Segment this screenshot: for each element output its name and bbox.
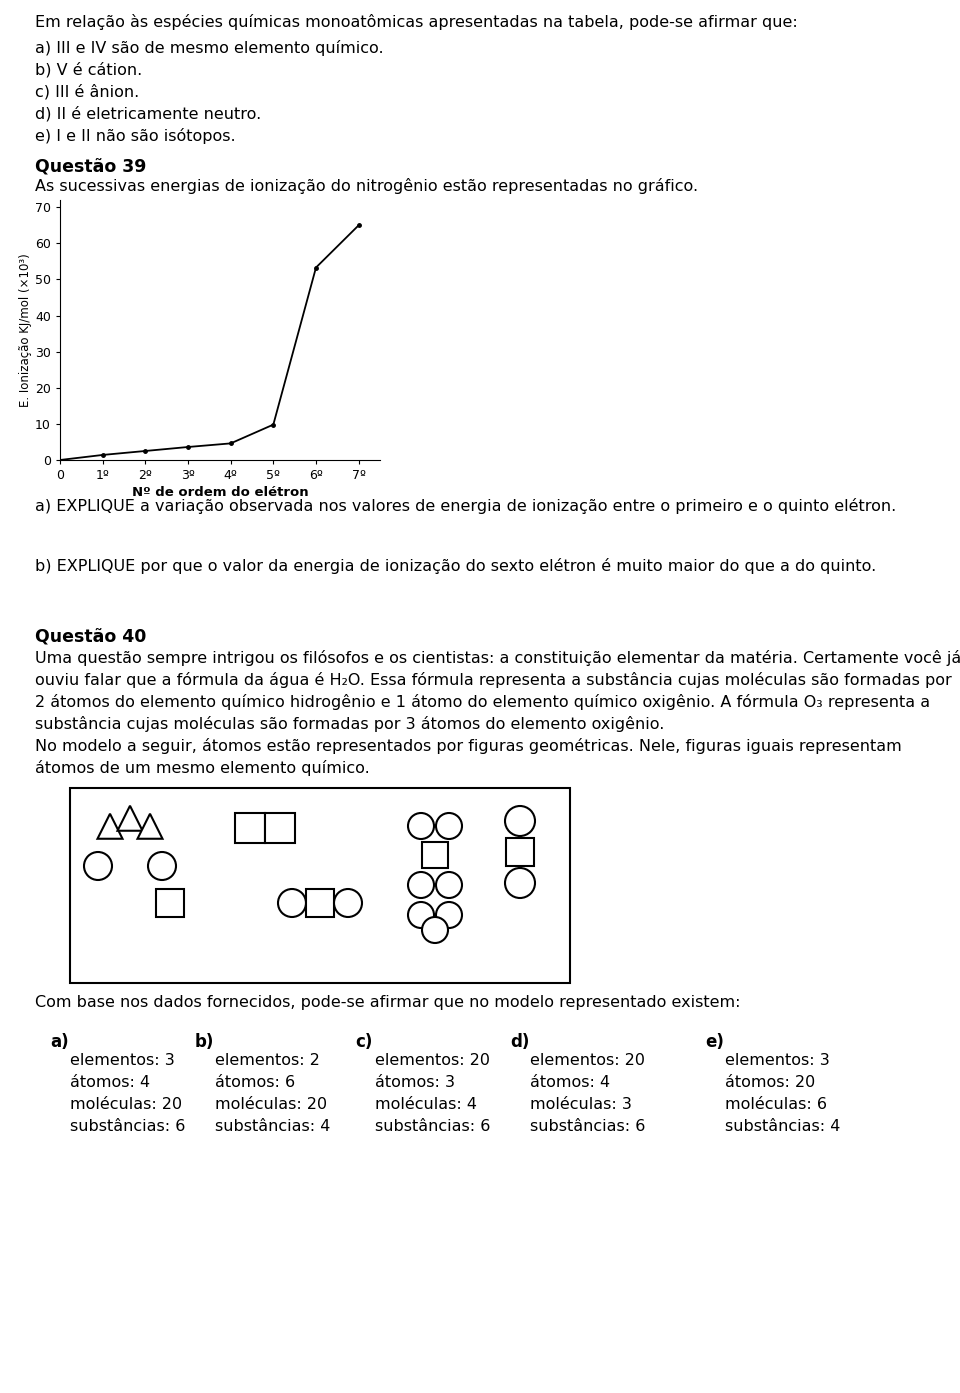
Text: moléculas: 3: moléculas: 3: [530, 1098, 632, 1112]
Text: substâncias: 6: substâncias: 6: [530, 1119, 645, 1134]
Text: elementos: 20: elementos: 20: [530, 1053, 645, 1068]
X-axis label: Nº de ordem do elétron: Nº de ordem do elétron: [132, 486, 308, 499]
Bar: [506, 839, 534, 866]
Circle shape: [278, 889, 306, 917]
Text: Em relação às espécies químicas monoatômicas apresentadas na tabela, pode-se afi: Em relação às espécies químicas monoatôm…: [35, 14, 798, 31]
Circle shape: [436, 814, 462, 839]
Text: No modelo a seguir, átomos estão representados por figuras geométricas. Nele, fi: No modelo a seguir, átomos estão represe…: [35, 738, 901, 754]
Text: elementos: 3: elementos: 3: [70, 1053, 175, 1068]
Text: a) III e IV são de mesmo elemento químico.: a) III e IV são de mesmo elemento químic…: [35, 40, 384, 56]
Y-axis label: E. Ionização KJ/mol (×10³): E. Ionização KJ/mol (×10³): [19, 254, 33, 407]
Text: átomos: 20: átomos: 20: [725, 1075, 815, 1089]
Circle shape: [148, 853, 176, 880]
Circle shape: [505, 868, 535, 898]
Text: a): a): [50, 1034, 68, 1050]
Bar: [156, 889, 184, 917]
Circle shape: [408, 872, 434, 898]
Circle shape: [436, 903, 462, 928]
Text: elementos: 20: elementos: 20: [375, 1053, 490, 1068]
Text: substâncias: 4: substâncias: 4: [215, 1119, 330, 1134]
Text: moléculas: 4: moléculas: 4: [375, 1098, 477, 1112]
Text: moléculas: 6: moléculas: 6: [725, 1098, 827, 1112]
Polygon shape: [117, 805, 142, 830]
Text: substâncias: 6: substâncias: 6: [375, 1119, 491, 1134]
Bar: [306, 889, 334, 917]
Text: Uma questão sempre intrigou os filósofos e os cientistas: a constituição element: Uma questão sempre intrigou os filósofos…: [35, 651, 960, 666]
Text: c): c): [355, 1034, 372, 1050]
Text: moléculas: 20: moléculas: 20: [215, 1098, 327, 1112]
Text: d) II é eletricamente neutro.: d) II é eletricamente neutro.: [35, 106, 261, 121]
Text: elementos: 3: elementos: 3: [725, 1053, 829, 1068]
Text: b): b): [195, 1034, 214, 1050]
Text: ouviu falar que a fórmula da água é H₂O. Essa fórmula representa a substância cu: ouviu falar que a fórmula da água é H₂O.…: [35, 671, 951, 688]
Circle shape: [84, 853, 112, 880]
Text: moléculas: 20: moléculas: 20: [70, 1098, 182, 1112]
Text: Questão 39: Questão 39: [35, 157, 146, 176]
Circle shape: [505, 807, 535, 836]
Text: 2 átomos do elemento químico hidrogênio e 1 átomo do elemento químico oxigênio. : 2 átomos do elemento químico hidrogênio …: [35, 694, 930, 710]
Text: e): e): [705, 1034, 724, 1050]
Text: As sucessivas energias de ionização do nitrogênio estão representadas no gráfico: As sucessivas energias de ionização do n…: [35, 178, 698, 194]
Text: Questão 40: Questão 40: [35, 628, 146, 646]
Text: b) EXPLIQUE por que o valor da energia de ionização do sexto elétron é muito mai: b) EXPLIQUE por que o valor da energia d…: [35, 559, 876, 574]
Text: c) III é ânion.: c) III é ânion.: [35, 84, 139, 99]
Bar: [70, 788, 570, 983]
Polygon shape: [98, 814, 123, 839]
Text: átomos de um mesmo elemento químico.: átomos de um mesmo elemento químico.: [35, 761, 370, 776]
Circle shape: [408, 903, 434, 928]
Circle shape: [408, 814, 434, 839]
Circle shape: [422, 917, 448, 943]
Text: d): d): [510, 1034, 529, 1050]
Text: a) EXPLIQUE a variação observada nos valores de energia de ionização entre o pri: a) EXPLIQUE a variação observada nos val…: [35, 499, 897, 514]
Text: átomos: 4: átomos: 4: [70, 1075, 150, 1089]
Text: átomos: 3: átomos: 3: [375, 1075, 455, 1089]
Circle shape: [436, 872, 462, 898]
Text: b) V é cátion.: b) V é cátion.: [35, 63, 142, 78]
Polygon shape: [137, 814, 162, 839]
Text: e) I e II não são isótopos.: e) I e II não são isótopos.: [35, 128, 235, 143]
Text: substância cujas moléculas são formadas por 3 átomos do elemento oxigênio.: substância cujas moléculas são formadas …: [35, 716, 664, 731]
Text: substâncias: 4: substâncias: 4: [725, 1119, 840, 1134]
Text: Com base nos dados fornecidos, pode-se afirmar que no modelo representado existe: Com base nos dados fornecidos, pode-se a…: [35, 995, 740, 1010]
Text: átomos: 4: átomos: 4: [530, 1075, 611, 1089]
Bar: [265, 814, 295, 843]
Circle shape: [334, 889, 362, 917]
Text: elementos: 2: elementos: 2: [215, 1053, 320, 1068]
Text: átomos: 6: átomos: 6: [215, 1075, 295, 1089]
Bar: [235, 814, 265, 843]
Bar: [422, 841, 448, 868]
Text: substâncias: 6: substâncias: 6: [70, 1119, 185, 1134]
